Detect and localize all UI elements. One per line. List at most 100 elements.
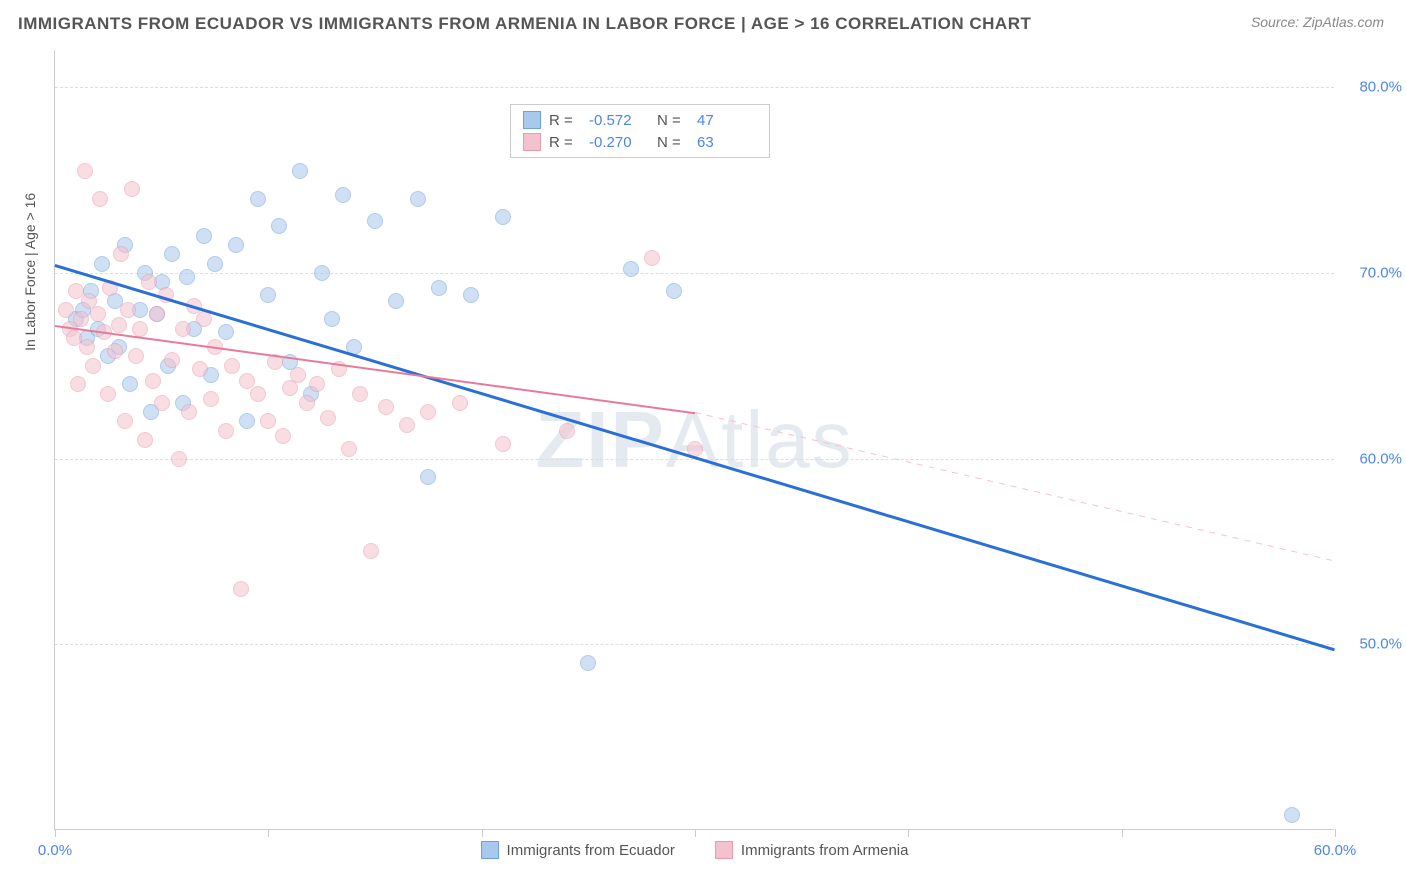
data-point [666, 283, 682, 299]
data-point [228, 237, 244, 253]
watermark: ZIPAtlas [535, 394, 853, 486]
data-point [260, 413, 276, 429]
data-point [164, 246, 180, 262]
x-tick [1335, 829, 1336, 837]
data-point [309, 376, 325, 392]
data-point [299, 395, 315, 411]
x-tick-label: 0.0% [38, 842, 72, 859]
legend-item-armenia: Immigrants from Armenia [715, 841, 909, 859]
x-tick-label: 60.0% [1314, 842, 1357, 859]
swatch-ecuador [481, 841, 499, 859]
data-point [111, 317, 127, 333]
data-point [77, 163, 93, 179]
x-tick [1122, 829, 1123, 837]
x-tick [908, 829, 909, 837]
x-tick [268, 829, 269, 837]
data-point [92, 191, 108, 207]
data-point [399, 417, 415, 433]
x-tick [55, 829, 56, 837]
legend-row-armenia: R = -0.270 N = 63 [523, 131, 757, 153]
data-point [420, 469, 436, 485]
data-point [122, 376, 138, 392]
data-point [70, 376, 86, 392]
data-point [463, 287, 479, 303]
data-point [207, 256, 223, 272]
y-tick-label: 60.0% [1359, 450, 1402, 467]
swatch-ecuador [523, 111, 541, 129]
data-point [100, 386, 116, 402]
data-point [452, 395, 468, 411]
data-point [117, 413, 133, 429]
data-point [192, 361, 208, 377]
gridline [55, 644, 1334, 645]
data-point [250, 191, 266, 207]
data-point [314, 265, 330, 281]
data-point [149, 306, 165, 322]
swatch-armenia [523, 133, 541, 151]
x-tick [695, 829, 696, 837]
data-point [113, 246, 129, 262]
data-point [275, 428, 291, 444]
data-point [324, 311, 340, 327]
swatch-armenia [715, 841, 733, 859]
x-tick [482, 829, 483, 837]
data-point [124, 181, 140, 197]
data-point [171, 451, 187, 467]
data-point [239, 413, 255, 429]
data-point [90, 306, 106, 322]
data-point [196, 311, 212, 327]
data-point [363, 543, 379, 559]
y-tick-label: 50.0% [1359, 636, 1402, 653]
y-tick-label: 80.0% [1359, 79, 1402, 96]
data-point [179, 269, 195, 285]
legend-item-ecuador: Immigrants from Ecuador [481, 841, 675, 859]
data-point [644, 250, 660, 266]
data-point [224, 358, 240, 374]
data-point [271, 218, 287, 234]
data-point [260, 287, 276, 303]
data-point [495, 436, 511, 452]
gridline [55, 273, 1334, 274]
data-point [218, 324, 234, 340]
r-label: R = [549, 134, 581, 151]
data-point [580, 655, 596, 671]
legend-row-ecuador: R = -0.572 N = 47 [523, 109, 757, 131]
data-point [378, 399, 394, 415]
data-point [79, 339, 95, 355]
data-point [388, 293, 404, 309]
data-point [137, 432, 153, 448]
data-point [154, 395, 170, 411]
correlation-legend: R = -0.572 N = 47 R = -0.270 N = 63 [510, 104, 770, 158]
data-point [495, 209, 511, 225]
data-point [132, 321, 148, 337]
data-point [120, 302, 136, 318]
n-value-armenia: 63 [697, 134, 757, 151]
data-point [141, 274, 157, 290]
n-label: N = [657, 112, 689, 129]
data-point [94, 256, 110, 272]
data-point [1284, 807, 1300, 823]
data-point [175, 321, 191, 337]
data-point [341, 441, 357, 457]
data-point [431, 280, 447, 296]
legend-label-armenia: Immigrants from Armenia [741, 842, 909, 859]
data-point [352, 386, 368, 402]
source-attribution: Source: ZipAtlas.com [1251, 14, 1384, 30]
data-point [164, 352, 180, 368]
data-point [335, 187, 351, 203]
series-legend: Immigrants from Ecuador Immigrants from … [481, 841, 909, 859]
r-label: R = [549, 112, 581, 129]
data-point [367, 213, 383, 229]
n-value-ecuador: 47 [697, 112, 757, 129]
r-value-armenia: -0.270 [589, 134, 649, 151]
legend-label-ecuador: Immigrants from Ecuador [507, 842, 675, 859]
plot-area: ZIPAtlas R = -0.572 N = 47 R = -0.270 N … [54, 50, 1334, 830]
gridline [55, 87, 1334, 88]
data-point [290, 367, 306, 383]
data-point [73, 311, 89, 327]
y-tick-label: 70.0% [1359, 264, 1402, 281]
data-point [320, 410, 336, 426]
data-point [145, 373, 161, 389]
chart-title: IMMIGRANTS FROM ECUADOR VS IMMIGRANTS FR… [18, 14, 1031, 34]
data-point [559, 423, 575, 439]
